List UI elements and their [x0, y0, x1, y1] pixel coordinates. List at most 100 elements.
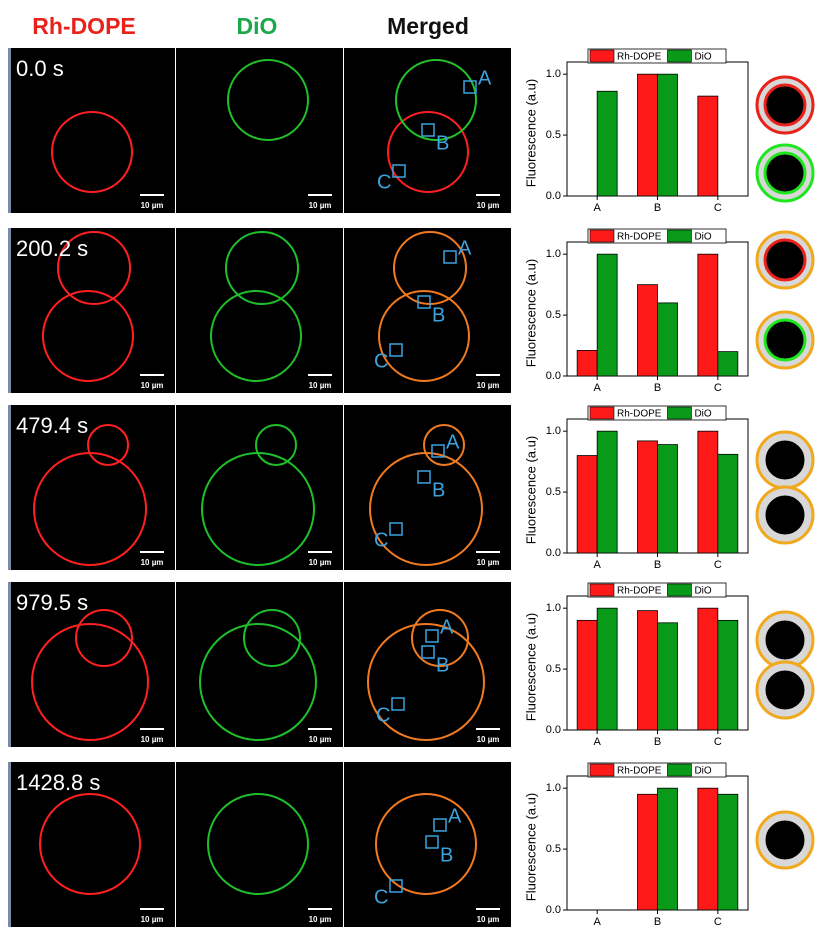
row: 10 µm 10 µm 10 µm 479.4 s A B C 0.0 0.5 1.0 Fluore…: [8, 405, 815, 571]
membrane: [375, 793, 477, 895]
legend-swatch: [589, 583, 615, 597]
scale-bar-label: 10 µm: [477, 201, 500, 210]
bar: [657, 444, 678, 554]
legend-label: Rh-DOPE: [617, 586, 662, 597]
legend-swatch: [667, 229, 692, 243]
region-label: C: [377, 171, 391, 193]
bar: [637, 610, 658, 731]
membrane: [201, 452, 315, 566]
membrane: [39, 793, 141, 895]
scale-bar-label: 10 µm: [309, 201, 332, 210]
y-tick-label: 0.5: [546, 486, 561, 498]
x-tick-label: A: [593, 202, 601, 214]
region-label: C: [374, 886, 388, 908]
legend-swatch: [667, 763, 692, 777]
region-box: [391, 697, 405, 711]
panel-edge: [8, 228, 11, 393]
scale-bar-label: 10 µm: [309, 381, 332, 390]
region-box: [417, 470, 431, 484]
region-box: [443, 250, 457, 264]
x-tick-label: A: [593, 382, 601, 394]
region-label: B: [432, 304, 445, 326]
micrograph: [8, 48, 175, 213]
region-label: C: [374, 529, 388, 551]
time-label: 979.5 s: [16, 590, 88, 615]
y-tick-label: 0.5: [546, 129, 561, 141]
region-box: [392, 164, 406, 178]
panel-edge: [8, 48, 11, 213]
legend-label: Rh-DOPE: [617, 766, 662, 777]
region-label: C: [376, 704, 390, 726]
legend-swatch: [667, 49, 692, 63]
time-label: 479.4 s: [16, 413, 88, 438]
micrograph: [8, 762, 175, 927]
membrane: [378, 290, 470, 382]
x-tick-label: B: [654, 559, 661, 571]
legend-label: DiO: [694, 232, 711, 243]
bar: [576, 619, 598, 731]
membrane: [243, 609, 301, 667]
micrograph: [176, 405, 343, 570]
scale-bar-label: 10 µm: [141, 915, 164, 924]
bar: [637, 73, 658, 197]
membrane: [51, 111, 133, 193]
scale-bar-label: 10 µm: [309, 558, 332, 567]
micrograph: [176, 762, 343, 927]
membrane: [31, 623, 149, 741]
row: 10 µm 10 µm 10 µm 0.0 s A B C 0.0 0.5 1.0 Fluoresc…: [8, 48, 815, 214]
region-box: [389, 522, 403, 536]
region-box: [433, 818, 447, 832]
x-tick-label: B: [654, 382, 661, 394]
bar: [697, 253, 719, 377]
legend-label: Rh-DOPE: [617, 52, 662, 63]
x-tick-label: C: [714, 916, 722, 928]
schematic-core: [763, 238, 807, 282]
legend-swatch: [589, 229, 615, 243]
membrane: [33, 452, 147, 566]
region-box: [425, 835, 439, 849]
x-tick-label: B: [654, 916, 661, 928]
membrane: [255, 424, 297, 466]
region-box: [421, 123, 435, 137]
membrane: [210, 290, 302, 382]
scale-bar-label: 10 µm: [477, 381, 500, 390]
schematic-core: [763, 83, 807, 127]
y-tick-label: 0.5: [546, 309, 561, 321]
scale-bar-label: 10 µm: [309, 915, 332, 924]
micrograph: [8, 582, 175, 747]
bar: [596, 253, 618, 377]
x-tick-label: C: [714, 736, 722, 748]
region-box: [431, 444, 445, 458]
y-tick-label: 1.0: [546, 248, 561, 260]
scale-bar-label: 10 µm: [309, 735, 332, 744]
x-tick-label: A: [593, 916, 601, 928]
scale-bar-label: 10 µm: [141, 201, 164, 210]
bar: [637, 284, 658, 377]
micrograph: [344, 228, 511, 393]
scale-bar-label: 10 µm: [477, 558, 500, 567]
time-label: 1428.8 s: [16, 770, 100, 795]
scale-bar-label: 10 µm: [141, 735, 164, 744]
legend-swatch: [589, 406, 615, 420]
time-label: 0.0 s: [16, 56, 64, 81]
micrograph: [176, 228, 343, 393]
region-box: [421, 645, 435, 659]
bar: [717, 793, 739, 911]
y-tick-label: 1.0: [546, 68, 561, 80]
schematic-core: [763, 318, 807, 362]
micrograph: [176, 48, 343, 213]
region-label: A: [446, 431, 460, 453]
y-tick-label: 0.0: [546, 904, 561, 916]
legend-swatch: [667, 583, 692, 597]
membrane: [411, 609, 469, 667]
schematic-core: [764, 439, 806, 481]
membrane: [369, 452, 483, 566]
y-axis-label: Fluorescence (a.u): [523, 436, 538, 544]
membrane: [207, 793, 309, 895]
region-label: A: [458, 237, 472, 259]
membrane: [387, 111, 469, 193]
y-axis-label: Fluorescence (a.u): [523, 793, 538, 901]
